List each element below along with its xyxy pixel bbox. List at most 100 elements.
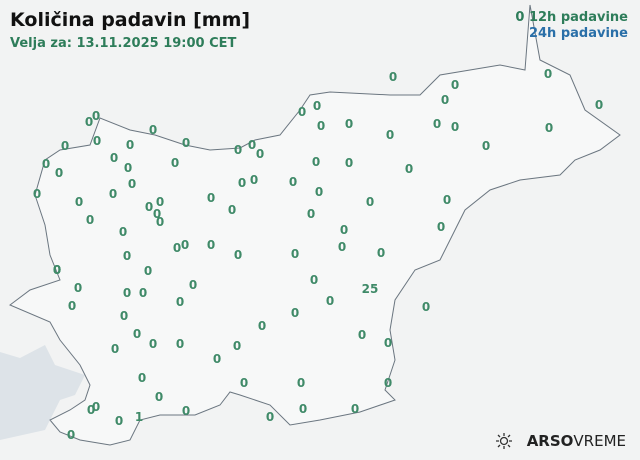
station-value: 0	[383, 376, 393, 390]
station-value: 0	[421, 300, 431, 314]
station-value: 0	[255, 147, 265, 161]
valid-time: Velja za: 13.11.2025 19:00 CET	[10, 36, 237, 51]
station-value: 0	[440, 93, 450, 107]
station-value: 0	[60, 139, 70, 153]
station-value: 0	[206, 238, 216, 252]
station-value: 0	[54, 166, 64, 180]
station-value: 0	[314, 185, 324, 199]
station-value: 0	[247, 138, 257, 152]
station-value: 0	[181, 136, 191, 150]
station-value: 0	[297, 105, 307, 119]
station-value: 0	[450, 78, 460, 92]
station-value: 0	[239, 376, 249, 390]
station-value: 0	[344, 156, 354, 170]
arso-logo: ARSOVREME	[495, 432, 626, 450]
station-value: 0	[594, 98, 604, 112]
station-value: 0	[181, 404, 191, 418]
logo-product: VREME	[573, 432, 626, 450]
station-value: 0	[172, 241, 182, 255]
station-value: 0	[237, 176, 247, 190]
sun-icon	[495, 433, 512, 449]
station-value: 0	[206, 191, 216, 205]
station-value: 0	[91, 109, 101, 123]
station-value: 0	[52, 263, 62, 277]
station-value: 0	[450, 120, 460, 134]
station-value: 0	[337, 240, 347, 254]
station-value: 0	[41, 157, 51, 171]
station-value: 1	[134, 410, 144, 424]
station-value: 0	[148, 123, 158, 137]
station-value: 0	[339, 223, 349, 237]
station-value: 0	[114, 414, 124, 428]
page-title: Količina padavin [mm]	[10, 9, 251, 31]
station-value: 0	[123, 161, 133, 175]
station-value: 0	[91, 400, 101, 414]
station-value: 0	[154, 390, 164, 404]
station-value: 0	[109, 151, 119, 165]
station-value: 0	[92, 134, 102, 148]
station-value: 0	[296, 376, 306, 390]
station-value: 0	[170, 156, 180, 170]
station-value: 0	[442, 193, 452, 207]
station-value: 0	[376, 246, 386, 260]
station-value: 0	[122, 249, 132, 263]
station-value: 0	[365, 195, 375, 209]
station-value: 0	[32, 187, 42, 201]
station-value: 0	[110, 342, 120, 356]
station-value: 0	[138, 286, 148, 300]
sea	[0, 345, 85, 440]
station-value: 0	[188, 278, 198, 292]
station-value: 0	[227, 203, 237, 217]
legend: 0 12h padavine 24h padavine	[515, 10, 628, 42]
station-value: 0	[544, 121, 554, 135]
station-value: 0	[143, 264, 153, 278]
station-value: 0	[180, 238, 190, 252]
slovenia-border	[9, 4, 621, 446]
station-value: 0	[385, 128, 395, 142]
station-value: 0	[122, 286, 132, 300]
station-value: 0	[86, 403, 96, 417]
station-value: 0	[148, 337, 158, 351]
logo-brand: ARSO	[526, 432, 574, 450]
legend-12h-label: 12h padavine	[528, 10, 628, 25]
station-value: 0	[52, 263, 62, 277]
station-value: 0	[306, 207, 316, 221]
station-value: 0	[298, 402, 308, 416]
station-value: 0	[67, 299, 77, 313]
station-value: 0	[85, 213, 95, 227]
station-value: 25	[361, 282, 379, 296]
station-value: 0	[311, 155, 321, 169]
station-value: 0	[144, 200, 154, 214]
station-value: 0	[212, 352, 222, 366]
station-value: 0	[288, 175, 298, 189]
station-value: 0	[73, 281, 83, 295]
station-value: 0	[152, 207, 162, 221]
station-value: 0	[481, 139, 491, 153]
station-value: 0	[404, 162, 414, 176]
station-value: 0	[357, 328, 367, 342]
station-value: 0	[137, 371, 147, 385]
station-value: 0	[108, 187, 118, 201]
station-value: 0	[257, 319, 267, 333]
station-value: 0	[249, 173, 259, 187]
station-value: 0	[125, 138, 135, 152]
station-value: 0	[436, 220, 446, 234]
legend-12h: 0 12h padavine	[515, 10, 628, 26]
station-value: 0	[432, 117, 442, 131]
station-value: 0	[74, 195, 84, 209]
station-value: 0	[155, 195, 165, 209]
station-value: 0	[383, 336, 393, 350]
station-value: 0	[543, 67, 553, 81]
station-value: 0	[290, 306, 300, 320]
station-value: 0	[155, 215, 165, 229]
station-value: 0	[233, 143, 243, 157]
station-value: 0	[119, 309, 129, 323]
station-value: 0	[350, 402, 360, 416]
station-value: 0	[316, 119, 326, 133]
station-value: 0	[84, 115, 94, 129]
station-value: 0	[118, 225, 128, 239]
station-value: 0	[175, 337, 185, 351]
station-value: 0	[344, 117, 354, 131]
station-value: 0	[388, 70, 398, 84]
